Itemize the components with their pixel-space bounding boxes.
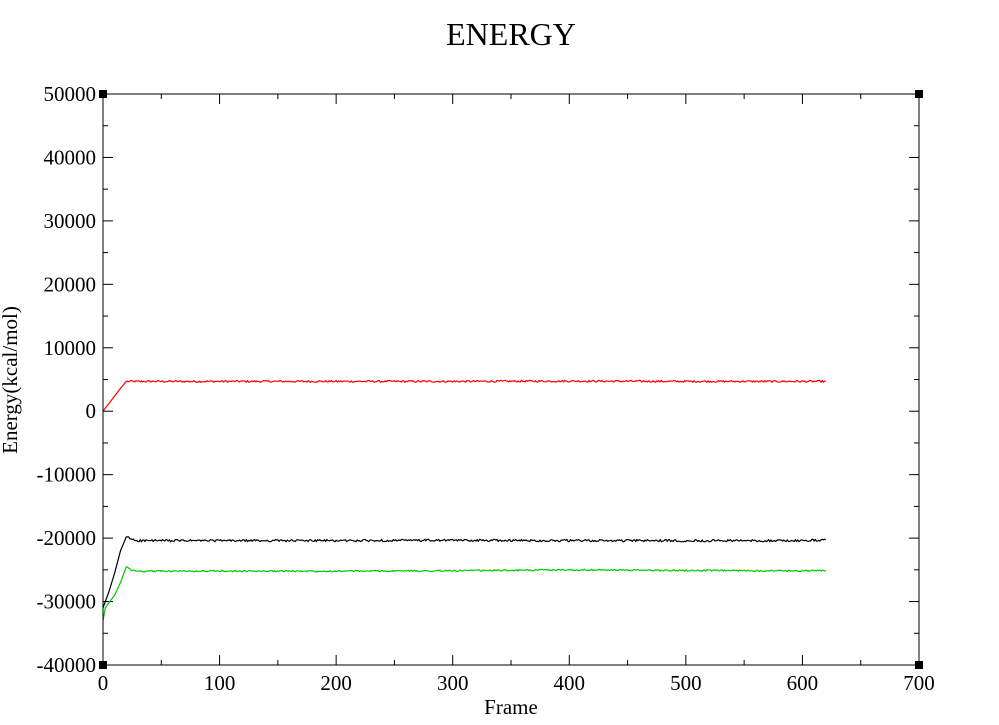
x-axis-label: Frame: [484, 695, 538, 719]
x-tick-label: 0: [98, 671, 109, 695]
x-tick-label: 300: [437, 671, 469, 695]
x-tick-label: 400: [554, 671, 586, 695]
x-tick-label: 600: [787, 671, 819, 695]
x-tick-label: 700: [903, 671, 935, 695]
x-tick-label: 100: [204, 671, 236, 695]
corner-marker: [99, 661, 107, 669]
series-group: [102, 379, 827, 621]
corner-marker: [99, 90, 107, 98]
y-tick-label: -10000: [37, 463, 97, 487]
x-tick-label: 500: [670, 671, 702, 695]
x-tick-label: 200: [320, 671, 352, 695]
y-tick-label: 10000: [44, 336, 97, 360]
corner-marker: [915, 661, 923, 669]
plot-frame: [102, 93, 920, 666]
series-line-1: [102, 536, 827, 609]
axis-ticks: 0 100 200 300 400 500 600 700 -40000 -30000 -20000…: [37, 82, 935, 695]
y-axis-label: Energy(kcal/mol): [0, 306, 22, 454]
y-tick-label: 0: [86, 399, 97, 423]
series-line-2: [102, 566, 827, 621]
y-tick-label: -40000: [37, 653, 97, 677]
chart-title: ENERGY: [446, 16, 576, 52]
corner-markers: [99, 90, 923, 669]
series-line-0: [102, 379, 826, 412]
corner-marker: [915, 90, 923, 98]
y-tick-label: -20000: [37, 526, 97, 550]
y-tick-label: 40000: [44, 145, 97, 169]
y-tick-label: 30000: [44, 209, 97, 233]
y-tick-label: -30000: [37, 590, 97, 614]
y-tick-label: 50000: [44, 82, 97, 106]
y-tick-label: 20000: [44, 272, 97, 296]
